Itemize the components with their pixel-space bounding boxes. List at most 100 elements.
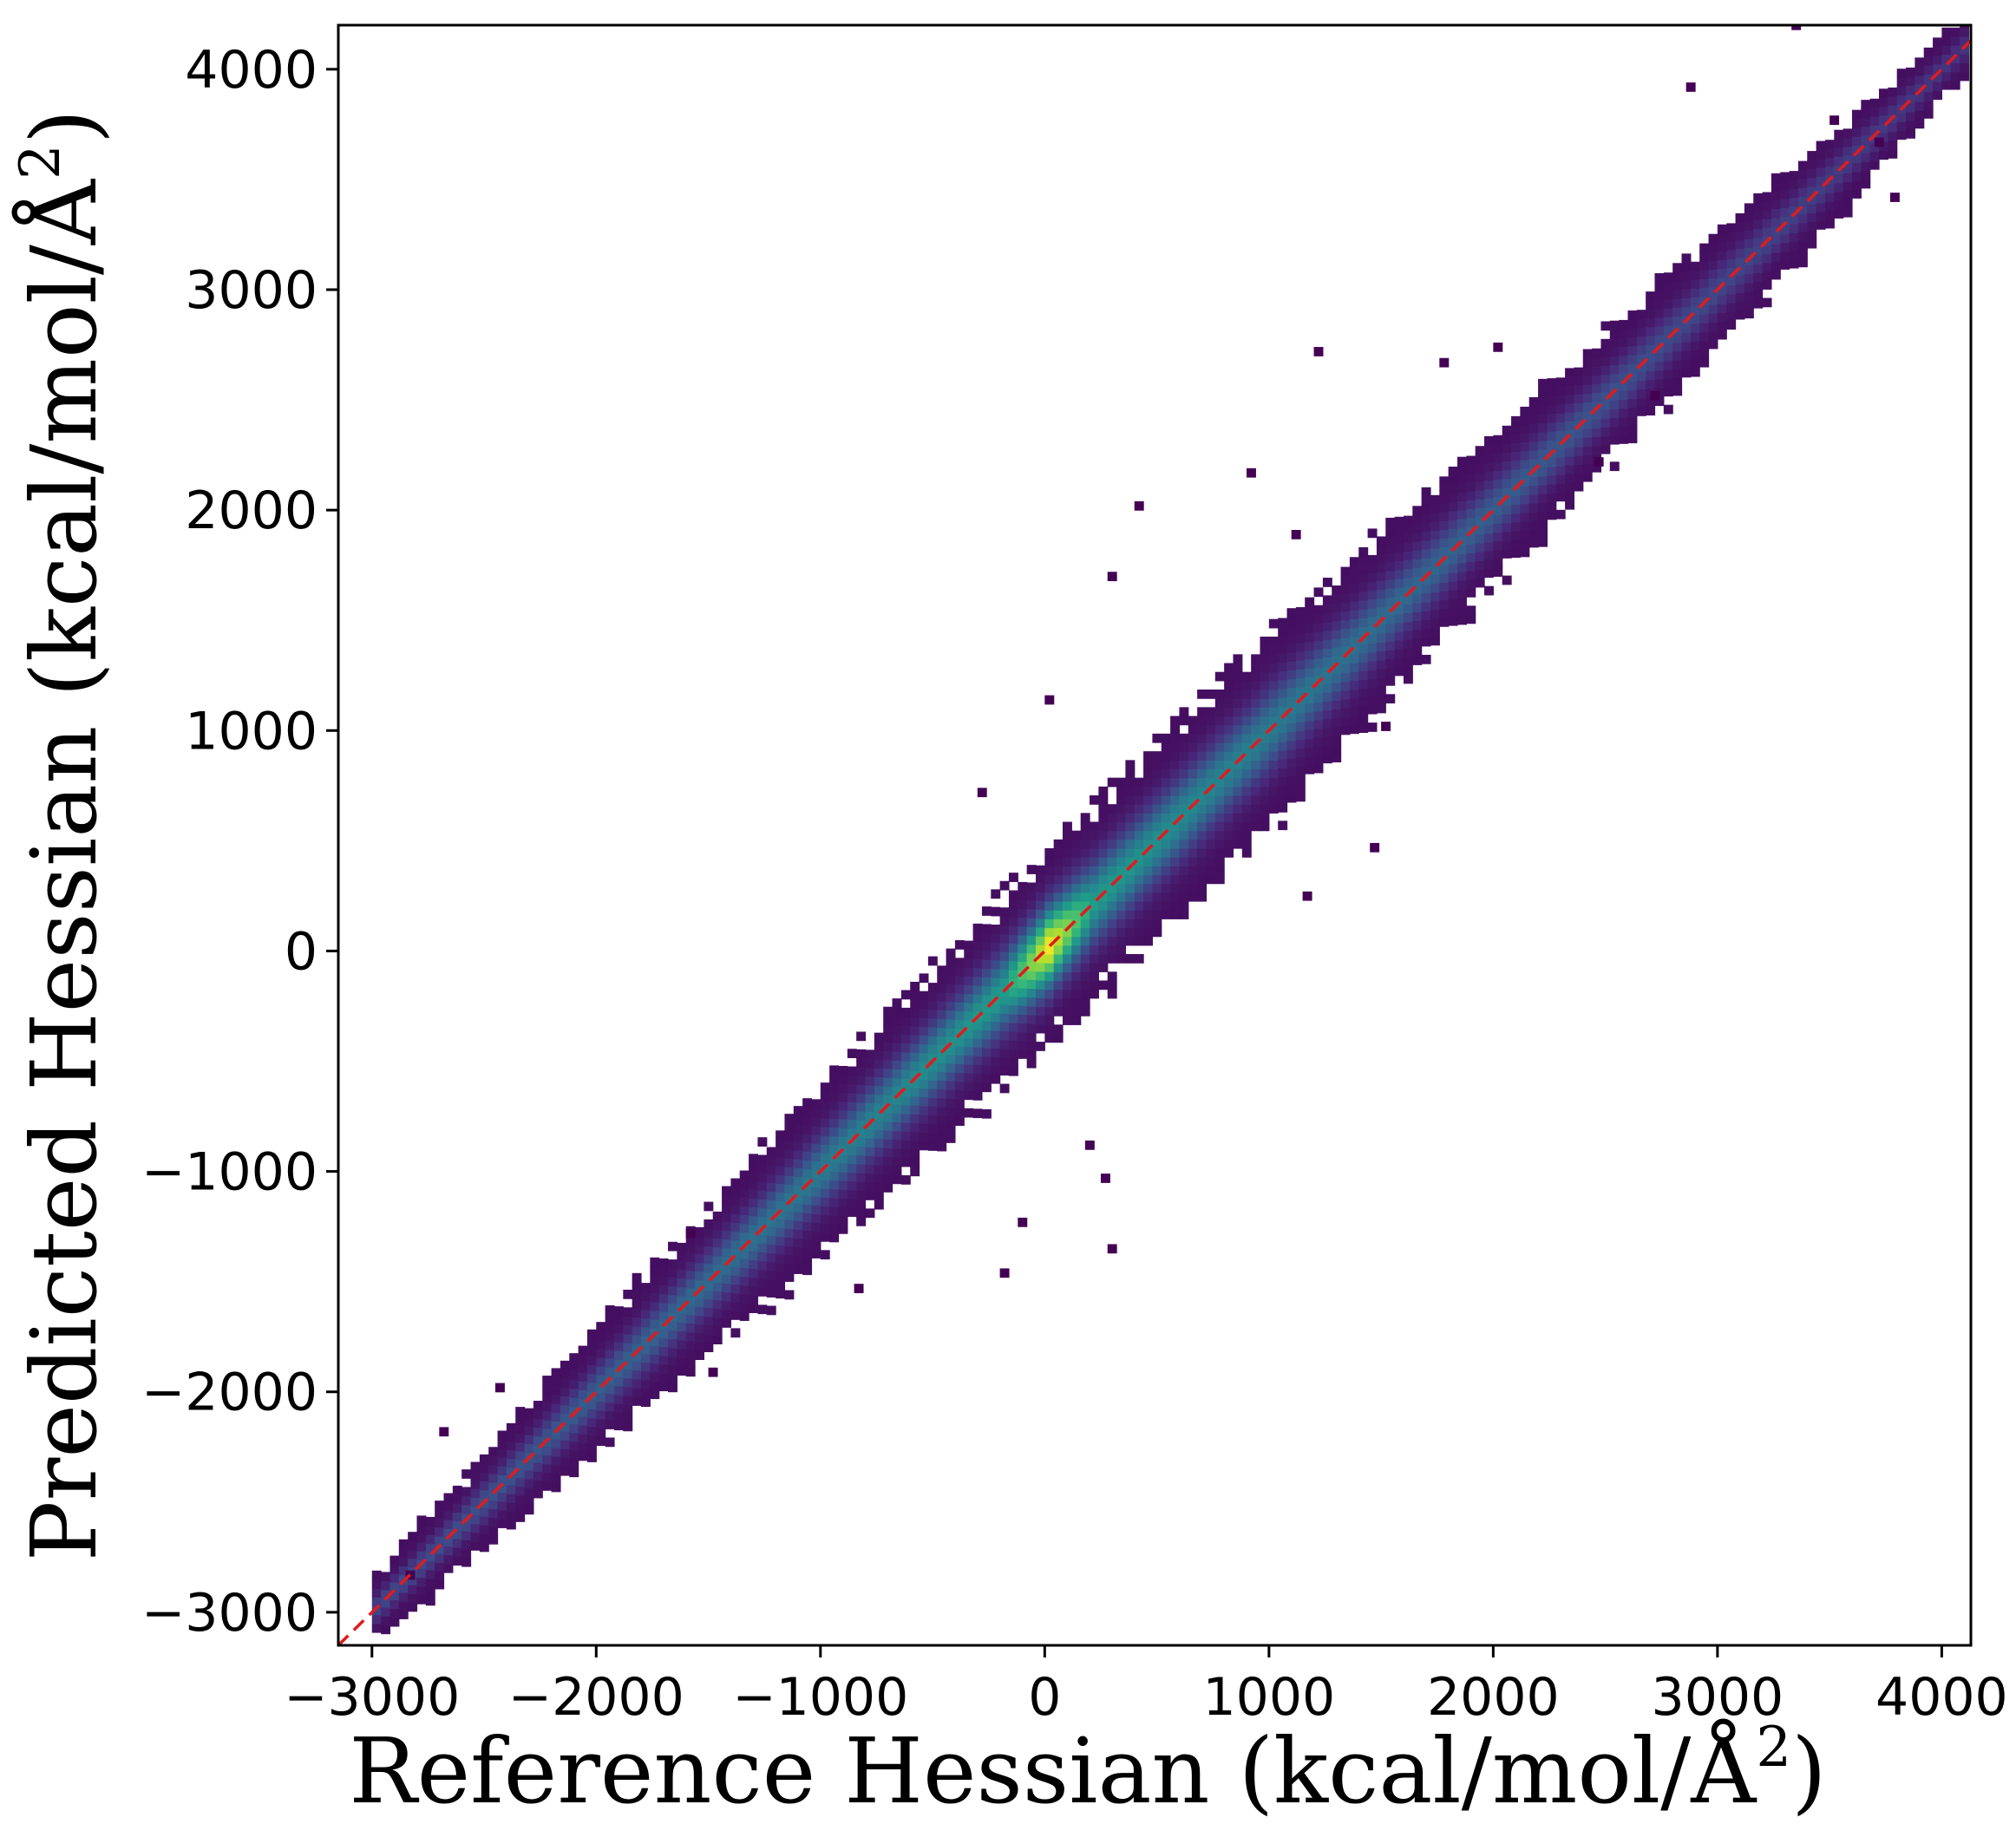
density-bin xyxy=(919,1026,929,1036)
density-bin xyxy=(1744,212,1754,222)
density-bin xyxy=(524,1487,534,1497)
density-bin xyxy=(1098,936,1109,946)
density-bin xyxy=(883,1050,893,1061)
density-bin xyxy=(999,933,1010,944)
density-bin xyxy=(749,1232,759,1243)
density-bin xyxy=(1260,690,1270,699)
density-bin xyxy=(1143,857,1154,866)
density-bin xyxy=(533,1427,543,1437)
density-bin xyxy=(1717,259,1727,270)
density-bin xyxy=(704,1219,714,1229)
density-bin xyxy=(1484,471,1494,481)
density-bin xyxy=(1906,85,1915,95)
density-bin xyxy=(1080,1006,1090,1017)
density-bin xyxy=(802,1124,813,1134)
density-bin xyxy=(1896,113,1907,122)
density-bin xyxy=(1080,997,1090,1008)
density-bin xyxy=(1295,748,1306,758)
density-bin xyxy=(1493,559,1503,568)
density-bin xyxy=(981,924,992,934)
density-bin xyxy=(389,1608,400,1618)
density-bin xyxy=(900,1051,911,1062)
outlier-bin xyxy=(1107,1244,1117,1254)
density-bin xyxy=(937,1107,947,1116)
density-bin xyxy=(1044,857,1055,866)
density-bin xyxy=(1152,857,1162,866)
density-bin xyxy=(1107,927,1117,938)
density-bin xyxy=(1170,733,1181,743)
density-bin xyxy=(371,1614,382,1625)
density-bin xyxy=(1071,989,1082,999)
density-bin xyxy=(640,1362,651,1372)
density-bin xyxy=(542,1384,553,1394)
density-bin xyxy=(802,1168,813,1179)
density-bin xyxy=(1475,543,1485,552)
outlier-bin xyxy=(1044,695,1055,705)
density-bin xyxy=(1376,598,1386,608)
density-bin xyxy=(1896,77,1907,88)
density-bin xyxy=(1305,738,1315,749)
density-bin xyxy=(766,1279,776,1289)
density-bin xyxy=(712,1238,723,1248)
density-bin xyxy=(730,1187,741,1197)
density-bin xyxy=(650,1337,660,1347)
density-bin xyxy=(578,1354,588,1364)
density-bin xyxy=(515,1424,526,1435)
density-bin xyxy=(1475,454,1485,465)
density-bin xyxy=(829,1074,840,1084)
density-bin xyxy=(1233,821,1243,832)
density-bin xyxy=(1797,160,1808,171)
density-bin xyxy=(1797,178,1808,188)
density-bin xyxy=(1520,424,1530,435)
density-bin xyxy=(712,1317,723,1327)
density-bin xyxy=(1915,75,1925,85)
density-bin xyxy=(1717,304,1727,314)
density-bin xyxy=(1008,917,1018,926)
density-bin xyxy=(1744,300,1754,310)
density-bin xyxy=(1044,866,1055,876)
density-bin xyxy=(1071,1006,1082,1017)
density-bin xyxy=(1063,997,1072,1008)
density-bin xyxy=(991,1030,1001,1040)
density-bin xyxy=(1735,284,1745,293)
density-bin xyxy=(1090,883,1099,893)
density-bin xyxy=(650,1265,660,1276)
density-bin xyxy=(991,906,1001,917)
density-bin xyxy=(1251,804,1261,814)
density-bin xyxy=(1394,534,1404,544)
density-bin xyxy=(1107,892,1117,902)
density-bin xyxy=(1807,194,1817,205)
density-bin xyxy=(1834,129,1844,140)
density-bin xyxy=(847,1146,857,1155)
density-bin xyxy=(1565,368,1575,378)
density-bin xyxy=(1600,444,1611,454)
density-bin xyxy=(1771,261,1781,271)
density-bin xyxy=(1412,629,1423,639)
density-bin xyxy=(937,983,947,993)
density-bin xyxy=(1268,724,1279,735)
density-bin xyxy=(793,1185,803,1195)
density-bin xyxy=(793,1141,803,1151)
density-bin xyxy=(1161,847,1171,858)
density-bin xyxy=(524,1469,534,1480)
density-bin xyxy=(1008,925,1018,935)
density-bin xyxy=(1018,917,1028,927)
density-bin xyxy=(435,1535,445,1546)
density-bin xyxy=(425,1516,435,1527)
density-bin xyxy=(919,1035,929,1045)
density-bin xyxy=(551,1429,561,1440)
density-bin xyxy=(1592,445,1602,455)
density-bin xyxy=(1941,54,1952,64)
density-bin xyxy=(1780,251,1790,261)
density-bin xyxy=(1313,763,1324,774)
density-bin xyxy=(1214,768,1225,779)
density-bin xyxy=(1349,627,1359,637)
density-bin xyxy=(1278,653,1288,663)
density-bin xyxy=(515,1407,526,1416)
y-tick-label: 2000 xyxy=(185,481,317,541)
density-bin xyxy=(1188,751,1198,761)
density-bin xyxy=(784,1114,795,1123)
density-bin xyxy=(1116,953,1126,964)
density-bin xyxy=(927,1132,938,1142)
density-bin xyxy=(1412,567,1423,578)
